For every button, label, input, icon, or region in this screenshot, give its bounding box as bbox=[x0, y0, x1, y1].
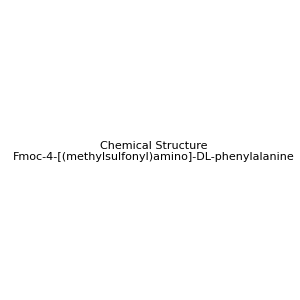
Text: Chemical Structure
Fmoc-4-[(methylsulfonyl)amino]-DL-phenylalanine: Chemical Structure Fmoc-4-[(methylsulfon… bbox=[13, 141, 295, 162]
